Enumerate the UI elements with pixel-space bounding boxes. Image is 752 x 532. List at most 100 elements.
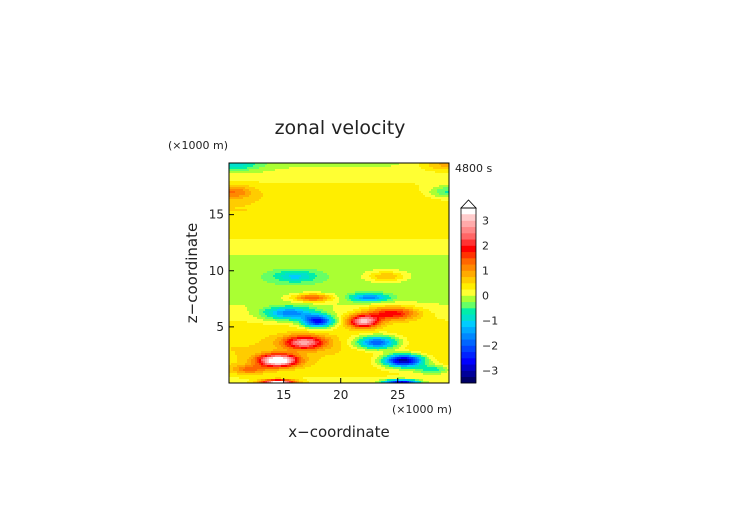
heatmap-cell	[245, 193, 248, 196]
heatmap-cell	[277, 241, 280, 244]
heatmap-cell	[345, 213, 348, 216]
heatmap-cell	[251, 217, 254, 220]
heatmap-cell	[287, 199, 290, 202]
heatmap-cell	[303, 243, 306, 246]
heatmap-cell	[317, 187, 320, 190]
heatmap-cell	[255, 187, 258, 190]
heatmap-cell	[371, 205, 374, 208]
heatmap-cell	[423, 209, 426, 212]
heatmap-cell	[281, 197, 284, 200]
heatmap-cell	[427, 249, 430, 252]
heatmap-cell	[239, 229, 242, 232]
heatmap-cell	[447, 203, 450, 206]
heatmap-cell	[351, 187, 354, 190]
heatmap-cell	[369, 237, 372, 240]
heatmap-cell	[359, 179, 362, 182]
heatmap-cell	[279, 177, 282, 180]
heatmap-cell	[421, 207, 424, 210]
heatmap-cell	[235, 243, 238, 246]
heatmap-cell	[259, 191, 262, 194]
heatmap-cell	[311, 225, 314, 228]
heatmap-cell	[431, 187, 434, 190]
heatmap-cell	[247, 219, 250, 222]
heatmap-cell	[353, 217, 356, 220]
heatmap-cell	[263, 243, 266, 246]
heatmap-cell	[289, 195, 292, 198]
heatmap-cell	[277, 251, 280, 254]
heatmap-cell	[251, 219, 254, 222]
heatmap-cell	[285, 245, 288, 248]
heatmap-cell	[389, 201, 392, 204]
heatmap-cell	[331, 235, 334, 238]
heatmap-cell	[423, 169, 426, 172]
heatmap-cell	[265, 173, 268, 176]
heatmap-cell	[431, 239, 434, 242]
heatmap-cell	[399, 211, 402, 214]
heatmap-cell	[249, 185, 252, 188]
heatmap-cell	[311, 229, 314, 232]
heatmap-cell	[309, 235, 312, 238]
heatmap-cell	[437, 239, 440, 242]
heatmap-cell	[363, 201, 366, 204]
heatmap-cell	[425, 229, 428, 232]
heatmap-cell	[439, 179, 442, 182]
heatmap-cell	[353, 245, 356, 248]
heatmap-cell	[425, 163, 428, 166]
heatmap-cell	[313, 253, 316, 256]
heatmap-cell	[247, 211, 250, 214]
heatmap-cell	[327, 227, 330, 230]
heatmap-cell	[403, 245, 406, 248]
heatmap-cell	[403, 179, 406, 182]
heatmap-cell	[303, 221, 306, 224]
heatmap-cell	[397, 221, 400, 224]
heatmap-cell	[325, 201, 328, 204]
heatmap-cell	[231, 197, 234, 200]
heatmap-cell	[257, 185, 260, 188]
heatmap-cell	[353, 251, 356, 254]
heatmap-cell	[425, 243, 428, 246]
heatmap-cell	[283, 213, 286, 216]
heatmap-cell	[317, 199, 320, 202]
heatmap-cell	[399, 227, 402, 230]
heatmap-cell	[357, 165, 360, 168]
heatmap-cell	[421, 225, 424, 228]
heatmap-cell	[429, 243, 432, 246]
heatmap-cell	[435, 213, 438, 216]
heatmap-cell	[373, 235, 376, 238]
heatmap-cell	[353, 233, 356, 236]
heatmap-cell	[257, 191, 260, 194]
heatmap-cell	[233, 233, 236, 236]
heatmap-cell	[297, 199, 300, 202]
heatmap-cell	[231, 175, 234, 178]
heatmap-cell	[275, 197, 278, 200]
heatmap-cell	[279, 251, 282, 254]
heatmap-cell	[363, 245, 366, 248]
heatmap-cell	[331, 239, 334, 242]
heatmap-cell	[251, 227, 254, 230]
heatmap-cell	[397, 235, 400, 238]
heatmap-cell	[429, 249, 432, 252]
heatmap-cell	[241, 171, 244, 174]
heatmap-cell	[251, 207, 254, 210]
heatmap-cell	[419, 229, 422, 232]
heatmap-cell	[335, 225, 338, 228]
heatmap-cell	[305, 209, 308, 212]
heatmap-cell	[229, 195, 232, 198]
heatmap-cell	[319, 231, 322, 234]
heatmap-cell	[383, 185, 386, 188]
heatmap-cell	[403, 221, 406, 224]
heatmap-cell	[335, 215, 338, 218]
heatmap-cell	[401, 175, 404, 178]
heatmap-cell	[361, 215, 364, 218]
heatmap-cell	[243, 233, 246, 236]
heatmap-cell	[363, 177, 366, 180]
heatmap-cell	[377, 231, 380, 234]
heatmap-cell	[427, 251, 430, 254]
heatmap-cell	[293, 239, 296, 242]
heatmap-cell	[329, 229, 332, 232]
heatmap-cell	[307, 179, 310, 182]
heatmap-cell	[237, 207, 240, 210]
heatmap-cell	[255, 183, 258, 186]
heatmap-cell	[375, 193, 378, 196]
heatmap-cell	[429, 221, 432, 224]
